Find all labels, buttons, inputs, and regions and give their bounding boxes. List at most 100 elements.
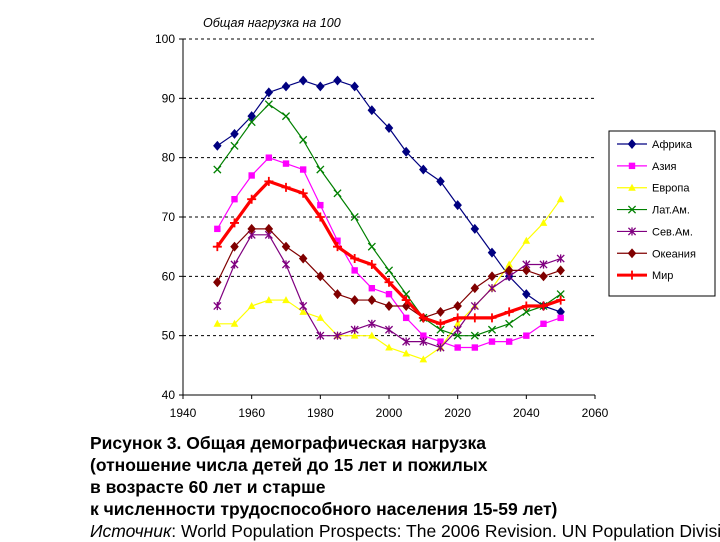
series-7-point-2 [230, 218, 239, 228]
series-2-point-7 [317, 201, 324, 209]
series-5-point-5 [281, 260, 291, 269]
series-6-point-20 [539, 271, 548, 282]
series-3-point-13 [419, 355, 428, 363]
series-3-point-21 [556, 195, 565, 203]
series-2-point-2 [231, 196, 238, 203]
series-7-point-18 [504, 307, 514, 317]
series-3-point-20 [539, 218, 548, 226]
series-2-point-19 [523, 332, 530, 339]
x-tick-label-1960: 1960 [238, 406, 265, 420]
series-5-point-6 [299, 301, 308, 311]
series-5-point-12 [402, 337, 411, 346]
series-2-point-4 [265, 154, 273, 161]
series-2-point-3 [248, 172, 255, 179]
legend-label-7: Мир [652, 270, 673, 282]
legend-label-1: Африка [652, 139, 693, 151]
series-4-point-17 [487, 325, 497, 334]
series-1-point-3 [247, 111, 256, 122]
series-3-point-4 [265, 296, 273, 304]
series-1-point-2 [230, 128, 239, 139]
series-2-point-14 [437, 338, 444, 345]
series-3-point-19 [522, 236, 531, 244]
series-1-point-10 [367, 105, 377, 116]
y-tick-label-60: 60 [162, 269, 176, 283]
series-1-point-7 [316, 81, 325, 92]
series-5-point-21 [556, 254, 565, 263]
legend-label-2: Азия [652, 161, 677, 173]
series-6-point-15 [453, 301, 462, 311]
series-2-point-17 [488, 338, 496, 345]
series-4-point-14 [436, 325, 445, 334]
caption-line-4: к численности трудоспособного населения … [90, 499, 558, 519]
series-5-point-1 [213, 301, 222, 311]
chart: Общая нагрузка на 100 40 50 60 70 80 90 100 1940… [155, 16, 716, 420]
series-7-point-20 [539, 301, 548, 311]
series-6 [213, 223, 565, 323]
series-2-point-11 [385, 290, 393, 298]
legend-marker-5 [627, 227, 637, 236]
series-2-point-13 [420, 332, 427, 339]
series-2 [214, 154, 564, 351]
series-2-point-8 [334, 237, 341, 244]
series-7-point-12 [401, 295, 411, 305]
legend-label-3: Европа [652, 183, 690, 195]
series-1-point-1 [213, 140, 222, 151]
x-tick-label-2060: 2060 [582, 406, 609, 420]
series-2-point-16 [471, 344, 479, 351]
series-7-point-19 [521, 301, 531, 311]
series-3-point-6 [299, 307, 307, 315]
caption-line-1: Рисунок 3. Общая демографическая нагрузк… [90, 433, 486, 453]
legend-marker-6 [627, 248, 637, 259]
x-tick-label-2020: 2020 [444, 406, 471, 420]
series-2-point-20 [540, 320, 547, 327]
series-4-point-7 [316, 165, 325, 174]
series-1-point-14 [436, 176, 445, 187]
series-7-point-16 [470, 313, 480, 323]
series-3-point-10 [368, 331, 376, 339]
series-4-point-3 [247, 118, 256, 127]
series-1-point-13 [419, 164, 428, 175]
series-7-point-15 [453, 313, 463, 323]
series-2-point-10 [368, 285, 376, 292]
series-1-point-4 [264, 87, 274, 98]
series-3-point-1 [213, 319, 222, 327]
series-7-point-4 [264, 176, 274, 186]
series-1-point-17 [487, 247, 497, 258]
y-tick-label-100: 100 [155, 32, 175, 46]
series-5-point-17 [487, 284, 497, 293]
series-4-point-16 [470, 331, 479, 340]
series-6-point-9 [350, 295, 359, 306]
series-4-point-4 [264, 100, 273, 109]
series-2-point-18 [505, 338, 513, 345]
series-6-point-11 [384, 301, 394, 311]
series-4-point-1 [213, 165, 222, 174]
legend-marker-3 [628, 183, 636, 191]
series-3-point-5 [282, 296, 290, 304]
series-7-point-5 [281, 182, 291, 192]
series-6-point-6 [298, 253, 308, 264]
series-6-point-21 [556, 265, 565, 276]
series-5-point-13 [419, 337, 428, 346]
caption-line-2: (отношение числа детей до 15 лет и пожил… [90, 455, 488, 475]
series-2-point-1 [214, 225, 221, 233]
series-2-point-12 [402, 314, 410, 322]
series-2-point-15 [454, 344, 461, 351]
series-7-point-13 [418, 313, 428, 323]
series-5-point-9 [350, 325, 359, 334]
series-6-point-4 [264, 223, 274, 234]
series-4-point-11 [384, 266, 394, 275]
legend-marker-1 [627, 139, 637, 149]
figure-caption: Рисунок 3. Общая демографическая нагрузк… [90, 432, 720, 542]
series-6-point-10 [367, 295, 377, 306]
legend-box [608, 130, 716, 297]
series-6-point-7 [316, 271, 325, 282]
series-3-point-9 [350, 331, 359, 339]
y-tick-label-80: 80 [162, 151, 176, 165]
x-tick-label-1940: 1940 [170, 406, 197, 420]
series-5-point-7 [316, 331, 325, 340]
legend-marker-4 [627, 205, 637, 214]
series-5-point-2 [230, 260, 239, 269]
y-tick-label-50: 50 [162, 329, 176, 343]
series-3-point-18 [505, 260, 513, 268]
series-line-2 [216, 157, 561, 349]
